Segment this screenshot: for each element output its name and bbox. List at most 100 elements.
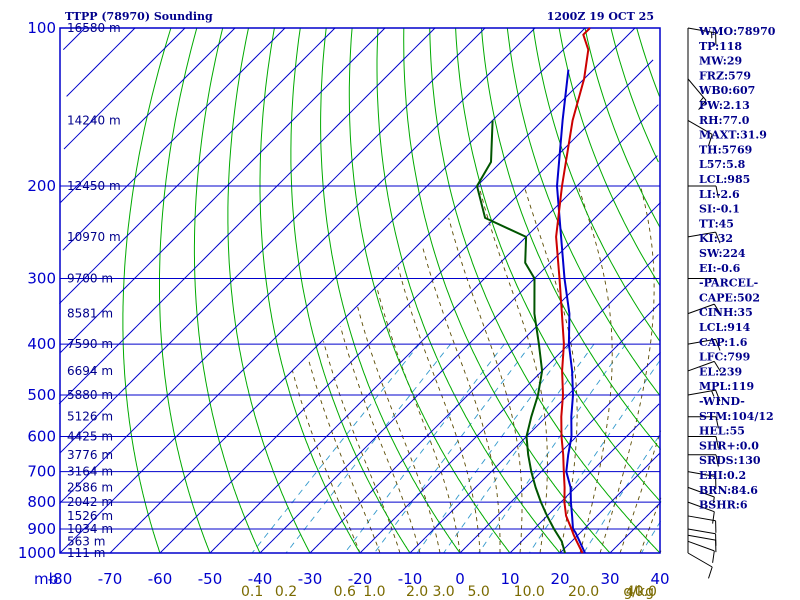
stability-index: TP:118 bbox=[699, 40, 742, 53]
moist-adiabat-line bbox=[340, 326, 421, 554]
temperature-tick-label: -10 bbox=[398, 570, 423, 588]
isotherm-line bbox=[359, 254, 659, 554]
height-tick-label: 16580 m bbox=[67, 21, 121, 35]
wind-barb-flag bbox=[708, 566, 713, 579]
height-tick-label: 5880 m bbox=[67, 388, 113, 402]
temperature-tick-label: -40 bbox=[248, 570, 273, 588]
stability-index: BRN:84.6 bbox=[699, 484, 758, 497]
stability-index: SI:-0.1 bbox=[699, 203, 740, 216]
wind-barb bbox=[687, 389, 721, 402]
wind-barb-staff bbox=[687, 27, 716, 34]
temperature-tick-label: -60 bbox=[148, 570, 173, 588]
moist-adiabat-line bbox=[292, 370, 361, 554]
mixing-ratio-line bbox=[374, 343, 532, 554]
wind-barb-flag bbox=[712, 550, 715, 563]
isotherm-line bbox=[62, 27, 286, 251]
moist-adiabat-line bbox=[323, 341, 401, 554]
stability-index: TT:45 bbox=[699, 217, 734, 230]
wind-barb-flag bbox=[699, 96, 704, 103]
temperature-tick-label: -80 bbox=[48, 570, 73, 588]
wind-barb-staff bbox=[687, 552, 713, 568]
stability-index: STM:104/12 bbox=[699, 410, 774, 423]
wind-barb-staff bbox=[687, 528, 716, 535]
height-tick-label: 7590 m bbox=[67, 337, 113, 351]
isotherm-line bbox=[60, 27, 386, 353]
moist-adiabat-lines bbox=[292, 185, 662, 554]
wind-barb-flag bbox=[715, 185, 719, 198]
isotherm-line bbox=[459, 352, 661, 554]
stability-index: FRZ:579 bbox=[699, 69, 751, 82]
moist-adiabat-line bbox=[397, 266, 481, 554]
wind-barb-flag bbox=[715, 436, 719, 449]
pressure-tick-label: 500 bbox=[27, 386, 56, 404]
wind-barb-flag bbox=[712, 496, 715, 503]
stability-index: SHR+:0.0 bbox=[699, 439, 759, 452]
pressure-tick-label: 700 bbox=[27, 463, 56, 481]
wind-barb bbox=[687, 360, 722, 372]
height-tick-label: 111 m bbox=[67, 546, 105, 560]
moist-adiabat-line bbox=[357, 306, 441, 554]
wind-barb-flag bbox=[715, 389, 721, 402]
height-tick-label: 5126 m bbox=[67, 410, 113, 424]
dry-adiabat-line bbox=[403, 27, 611, 554]
wind-barb bbox=[687, 78, 707, 111]
height-tick-label: 563 m bbox=[67, 534, 105, 548]
stability-index: CINH:35 bbox=[699, 306, 753, 319]
pressure-tick-label: 1000 bbox=[18, 544, 56, 562]
stability-index: CAP:1.6 bbox=[699, 336, 748, 349]
stability-index: EI:-0.6 bbox=[699, 262, 741, 275]
isotherm-line bbox=[409, 303, 660, 554]
dry-adiabat-line bbox=[227, 27, 311, 554]
dry-adiabat-line bbox=[376, 27, 561, 554]
parcel-profile-line bbox=[556, 69, 586, 554]
temperature-tick-label: -30 bbox=[298, 570, 323, 588]
sounding-profiles bbox=[476, 27, 591, 554]
temperature-profile-line bbox=[555, 27, 591, 554]
wind-barb-flag bbox=[715, 454, 719, 467]
wind-barb-staff bbox=[687, 303, 715, 315]
wind-barb-staff bbox=[687, 534, 716, 541]
wind-barb bbox=[687, 27, 717, 45]
isotherm-line bbox=[59, 27, 486, 454]
height-tick-label: 14240 m bbox=[67, 113, 121, 127]
wind-barb bbox=[687, 552, 713, 579]
isotherm-lines bbox=[58, 27, 662, 554]
wind-barb-flag bbox=[715, 278, 718, 285]
stability-index: MPL:119 bbox=[699, 380, 754, 393]
stability-index: MAXT:31.9 bbox=[699, 129, 767, 142]
height-tick-label: 3776 m bbox=[67, 448, 113, 462]
dry-adiabat-line bbox=[159, 27, 211, 554]
temperature-tick-label: 30 bbox=[600, 570, 619, 588]
isotherm-line bbox=[59, 27, 536, 504]
wind-barbs bbox=[687, 27, 722, 579]
isotherm-line bbox=[62, 27, 86, 51]
wind-barb-flag bbox=[713, 361, 722, 372]
stability-index: WB0:607 bbox=[698, 84, 755, 97]
temperature-tick-label: 20 bbox=[550, 570, 569, 588]
isotherm-line bbox=[259, 155, 658, 554]
wind-barb bbox=[687, 231, 721, 244]
mixing-ratio-tick-label: 1.0 bbox=[363, 584, 385, 600]
isotherm-line bbox=[59, 27, 336, 304]
mixing-ratio-tick-label: 3.0 bbox=[432, 584, 454, 600]
temperature-tick-label: 0 bbox=[455, 570, 465, 588]
dry-adiabat-line bbox=[320, 27, 461, 554]
stability-index: L57:5.8 bbox=[699, 158, 746, 171]
wind-barb bbox=[687, 501, 715, 524]
isotherm-line bbox=[58, 27, 436, 405]
dry-adiabat-line bbox=[636, 27, 660, 97]
wind-barb bbox=[687, 436, 719, 449]
wind-barb-staff bbox=[687, 515, 716, 522]
temperature-tick-label: -70 bbox=[98, 570, 123, 588]
height-tick-label: 3164 m bbox=[67, 465, 113, 479]
isobar-lines bbox=[59, 27, 661, 554]
wind-barb-staff bbox=[687, 471, 716, 477]
pressure-tick-label: 100 bbox=[27, 19, 56, 37]
dewpoint-profile-line bbox=[476, 120, 566, 554]
moist-adiabat-line bbox=[577, 185, 613, 554]
mixing-ratio-tick-label: 40.0 bbox=[626, 584, 657, 600]
height-tick-label: 2042 m bbox=[67, 495, 113, 509]
